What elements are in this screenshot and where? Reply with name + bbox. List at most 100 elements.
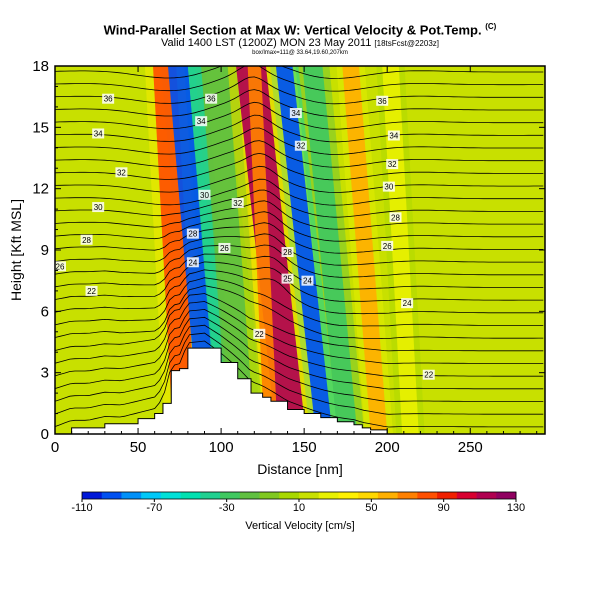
- isentrope-label-bg: [85, 285, 98, 296]
- isentrope-label-bg: [218, 242, 231, 253]
- isentrope-label-bg: [92, 128, 105, 139]
- colorbar-swatch: [377, 492, 399, 499]
- isentrope-label-text: 28: [188, 230, 197, 239]
- colorbar-tick-label: 90: [438, 502, 450, 514]
- x-axis-title: Distance [nm]: [257, 461, 343, 477]
- isentrope-label-bg: [281, 247, 294, 258]
- isentrope-label-bg: [205, 93, 218, 104]
- isentrope-label-text: 22: [255, 330, 264, 339]
- isentrope-label-21: 32: [386, 159, 399, 170]
- x-tick-label: 100: [209, 439, 234, 456]
- isentrope-line-29: [55, 66, 544, 79]
- isentrope-label-9: 25: [281, 273, 294, 284]
- isentrope-label-text: 26: [56, 262, 65, 271]
- section-info: box/lmax=111@ 33.64,19.60,207km: [252, 50, 348, 56]
- velocity-band-6: [247, 66, 278, 434]
- isentrope-label-28: 36: [376, 95, 389, 106]
- isentrope-label-bg: [186, 228, 199, 239]
- isentrope-line-25: [55, 101, 544, 130]
- colorbar-swatch: [200, 492, 221, 499]
- colorbar-swatch: [397, 492, 418, 499]
- isentrope-label-bg: [253, 328, 266, 339]
- chart-title: Wind-Parallel Section at Max W: Vertical…: [0, 22, 600, 37]
- colorbar-swatch: [259, 492, 280, 499]
- isentrope-label-bg: [55, 261, 66, 272]
- isentrope-label-text: 22: [424, 371, 433, 380]
- x-tick-label: 150: [292, 439, 317, 456]
- isentrope-label-6: 24: [401, 298, 414, 309]
- isentrope-label-18: 32: [115, 167, 128, 178]
- terrain-profile: [55, 347, 388, 434]
- isentrope-line-4: [55, 316, 544, 390]
- colorbar-swatch: [121, 492, 142, 499]
- isentrope-line-30: [329, 66, 341, 67]
- isentrope-label-text: 24: [303, 277, 312, 286]
- isentrope-label-text: 30: [384, 183, 393, 192]
- isentrope-label-bg: [294, 140, 307, 151]
- valid-time-text: Valid 1400 LST (1200Z) MON 23 May 2011: [161, 37, 372, 49]
- chart-title-text: Wind-Parallel Section at Max W: Vertical…: [103, 22, 482, 38]
- y-tick-label: 15: [32, 119, 49, 136]
- isentrope-label-bg: [401, 298, 414, 309]
- isentrope-label-bg: [102, 93, 115, 104]
- isentrope-line-2: [55, 332, 544, 415]
- isentrope-line-18: [55, 189, 544, 218]
- colorbar-swatch: [239, 492, 260, 499]
- isentrope-line-5: [55, 308, 544, 377]
- isentrope-label-15: 30: [92, 202, 105, 213]
- colorbar-tick-label: 10: [293, 502, 305, 514]
- x-tick-label: 250: [458, 439, 483, 456]
- isentrope-label-text: 26: [220, 244, 229, 253]
- isentrope-line-17: [55, 200, 544, 230]
- isentrope-label-bg: [281, 273, 294, 284]
- isentrope-label-text: 24: [188, 258, 197, 267]
- copyright-mark: (C): [485, 22, 497, 31]
- isentrope-line-11: [55, 261, 544, 302]
- colorbar-swatch: [358, 492, 379, 499]
- isentrope-line-19: [55, 178, 544, 206]
- isentrope-line-6: [55, 301, 544, 365]
- isentrope-line-10: [55, 269, 544, 315]
- y-axis-title: Height [Kft MSL]: [8, 199, 24, 301]
- isentrope-label-text: 25: [283, 275, 292, 284]
- isentrope-label-bg: [198, 189, 211, 200]
- colorbar-swatch: [437, 492, 458, 499]
- isentrope-label-bg: [115, 167, 128, 178]
- y-tick-label: 6: [41, 303, 49, 320]
- isentrope-label-text: 30: [94, 203, 103, 212]
- isentrope-label-10: 26: [381, 240, 394, 251]
- colorbar-swatch: [141, 492, 162, 499]
- isentrope-line-12: [55, 253, 544, 290]
- isentrope-label-20: 32: [294, 140, 307, 151]
- y-tick-label: 12: [32, 181, 49, 198]
- isentrope-label-4: 24: [186, 257, 199, 268]
- isentrope-lines: [55, 66, 544, 428]
- isentrope-label-text: 28: [391, 213, 400, 222]
- run-info-text: [18tsFcst@2203z]: [374, 39, 439, 48]
- isentrope-line-22: [55, 140, 544, 168]
- y-tick-label: 0: [41, 426, 49, 443]
- colorbar-tick-label: 130: [507, 502, 525, 514]
- isentrope-label-bg: [301, 275, 314, 286]
- isentrope-label-text: 34: [291, 109, 300, 118]
- isentrope-label-3: 22: [422, 369, 435, 380]
- colorbar-swatch: [180, 492, 201, 499]
- isentrope-label-13: 28: [281, 247, 294, 258]
- isentrope-label-25: 36: [102, 93, 115, 104]
- colorbar-swatch: [417, 492, 438, 499]
- velocity-band-7: [275, 66, 333, 434]
- isentrope-label-text: 24: [403, 299, 412, 308]
- isentrope-label-bg: [389, 212, 402, 223]
- isentrope-label-text: 26: [383, 242, 392, 251]
- isentrope-line-8: [55, 285, 544, 339]
- isentrope-labels: 22 22 22 24 24 24 26 26 25 26 28 28 28 28 30 30 30 32 32 32…: [55, 93, 435, 380]
- velocity-band-9: [342, 66, 388, 434]
- isentrope-label-text: 36: [104, 95, 113, 104]
- isentrope-line-24: [55, 114, 544, 143]
- colorbar-swatch: [299, 492, 320, 499]
- isentrope-label-bg: [186, 257, 199, 268]
- colorbar-swatch: [160, 492, 182, 499]
- isentrope-line-3: [55, 324, 544, 403]
